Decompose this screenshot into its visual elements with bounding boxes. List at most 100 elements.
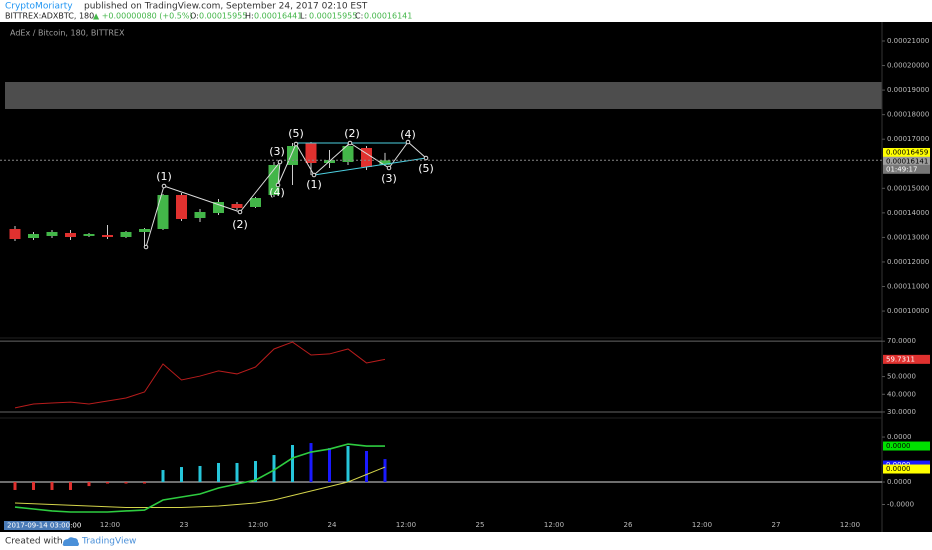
histogram-bar — [198, 465, 202, 483]
histogram-bar — [69, 482, 72, 490]
wave-label: (1) — [306, 178, 322, 191]
ohlc-value: 0.00015955 — [309, 12, 357, 21]
candle-body — [102, 235, 113, 237]
candle-body — [28, 234, 39, 239]
wave-point — [386, 165, 392, 171]
candle-body — [361, 147, 372, 168]
wave-label: (2) — [344, 127, 360, 140]
y-tick-label: 0.00018000 — [887, 111, 929, 119]
candle-body — [379, 160, 391, 165]
candle-body — [287, 146, 298, 165]
candle-body — [65, 232, 76, 237]
y-tick-label: 0.00010000 — [887, 307, 929, 315]
histogram-bar — [217, 462, 220, 483]
channel-line — [313, 157, 427, 176]
wave-label: (2) — [232, 218, 248, 231]
histogram-bar — [161, 470, 165, 483]
last-value-label-bg — [883, 464, 930, 474]
wave-point — [161, 183, 167, 189]
rsi-line — [14, 341, 386, 409]
wave-point — [275, 182, 281, 188]
ohlc-value: 0.00016441 — [254, 12, 302, 21]
histogram-bar — [254, 461, 257, 483]
y-tick-label: 40.0000 — [887, 390, 916, 398]
y-tick-label: -0.0000 — [887, 501, 914, 509]
cursor-label-bg — [4, 521, 70, 530]
histogram-bar — [309, 443, 313, 483]
x-tick-label: 12:00 — [248, 521, 268, 529]
candle-body — [120, 231, 132, 237]
histogram-bar — [365, 450, 368, 483]
ohlc-value: 0.00015955 — [199, 12, 247, 21]
candle-body — [213, 202, 224, 214]
candle-body — [194, 212, 206, 218]
histogram-bar — [87, 482, 91, 487]
footer-bg — [0, 532, 932, 550]
x-tick-label: 26 — [624, 521, 633, 529]
histogram-bar — [328, 447, 331, 483]
candle-body — [139, 228, 150, 232]
y-tick-label: 0.00015000 — [887, 184, 929, 192]
candle-body — [157, 194, 169, 229]
y-tick-label: 0.00012000 — [887, 258, 929, 266]
y-tick-label: 0.00019000 — [887, 86, 929, 94]
wave-label: (5) — [418, 162, 434, 175]
change: ▲ +0.00000080 (+0.5%) — [93, 12, 193, 21]
x-tick-label: 24 — [328, 521, 337, 529]
wave-label: (4) — [269, 186, 285, 199]
wave-point — [311, 172, 317, 178]
logo — [62, 537, 79, 546]
y-tick-label: 0.0000 — [887, 433, 912, 441]
x-tick-label: 12:00 — [692, 521, 712, 529]
y-tick-label: 70.0000 — [887, 337, 916, 345]
wave-point — [405, 139, 411, 145]
ohlc-label: L: — [300, 12, 307, 21]
macd-line — [14, 466, 386, 509]
price-label-bg — [883, 147, 930, 157]
wave-point — [347, 140, 353, 146]
x-tick-label: 12:00 — [396, 521, 416, 529]
y-tick-label: 0.00011000 — [887, 283, 929, 291]
wave-point — [237, 209, 243, 215]
footer-brand[interactable]: TradingView — [81, 537, 136, 547]
y-tick-label: 0.0000 — [887, 478, 912, 486]
candle-body — [268, 164, 280, 195]
last-value-label-bg — [883, 354, 930, 364]
histogram-bar — [383, 459, 387, 483]
candle-body — [83, 234, 95, 236]
price-label: 0.00016141 — [886, 157, 928, 165]
histogram-bar — [235, 462, 239, 483]
last-value-label-bg — [883, 441, 930, 451]
y-tick-label: 0.00013000 — [887, 233, 929, 241]
ohlc-label: C: — [355, 12, 363, 21]
histogram-bar — [32, 482, 35, 490]
histogram-bar — [346, 446, 350, 483]
x-tick-label: 12:00 — [544, 521, 564, 529]
header-bg — [0, 0, 932, 22]
countdown: 01:49:17 — [886, 165, 917, 173]
macd-line — [14, 443, 385, 513]
wave-label: (1) — [156, 170, 172, 183]
countdown-bg — [883, 164, 930, 174]
x-tick-label: 27 — [772, 521, 781, 529]
price-label-bg — [883, 156, 930, 166]
histogram-bar — [50, 482, 54, 490]
ohlc-label: H: — [245, 12, 254, 21]
y-tick-label: 0.00014000 — [887, 209, 929, 217]
candle-body — [46, 231, 58, 236]
ohlc-label: O: — [190, 12, 199, 21]
wave-label: (5) — [288, 127, 304, 140]
author[interactable]: CryptoMoriarty — [5, 2, 73, 12]
y-tick-label: 0.00021000 — [887, 37, 929, 45]
last-value-label: 59.7311 — [886, 355, 915, 363]
candle-body — [305, 143, 317, 163]
published: published on TradingView.com, September … — [84, 2, 368, 12]
candle-body — [176, 194, 187, 219]
histogram-bar — [291, 444, 294, 483]
y-tick-label: 0.00020000 — [887, 62, 929, 70]
histogram-bar — [124, 482, 128, 484]
price-label: 0.00016459 — [886, 148, 928, 156]
wave-point — [143, 244, 149, 250]
y-tick-label: 30.0000 — [887, 408, 916, 416]
